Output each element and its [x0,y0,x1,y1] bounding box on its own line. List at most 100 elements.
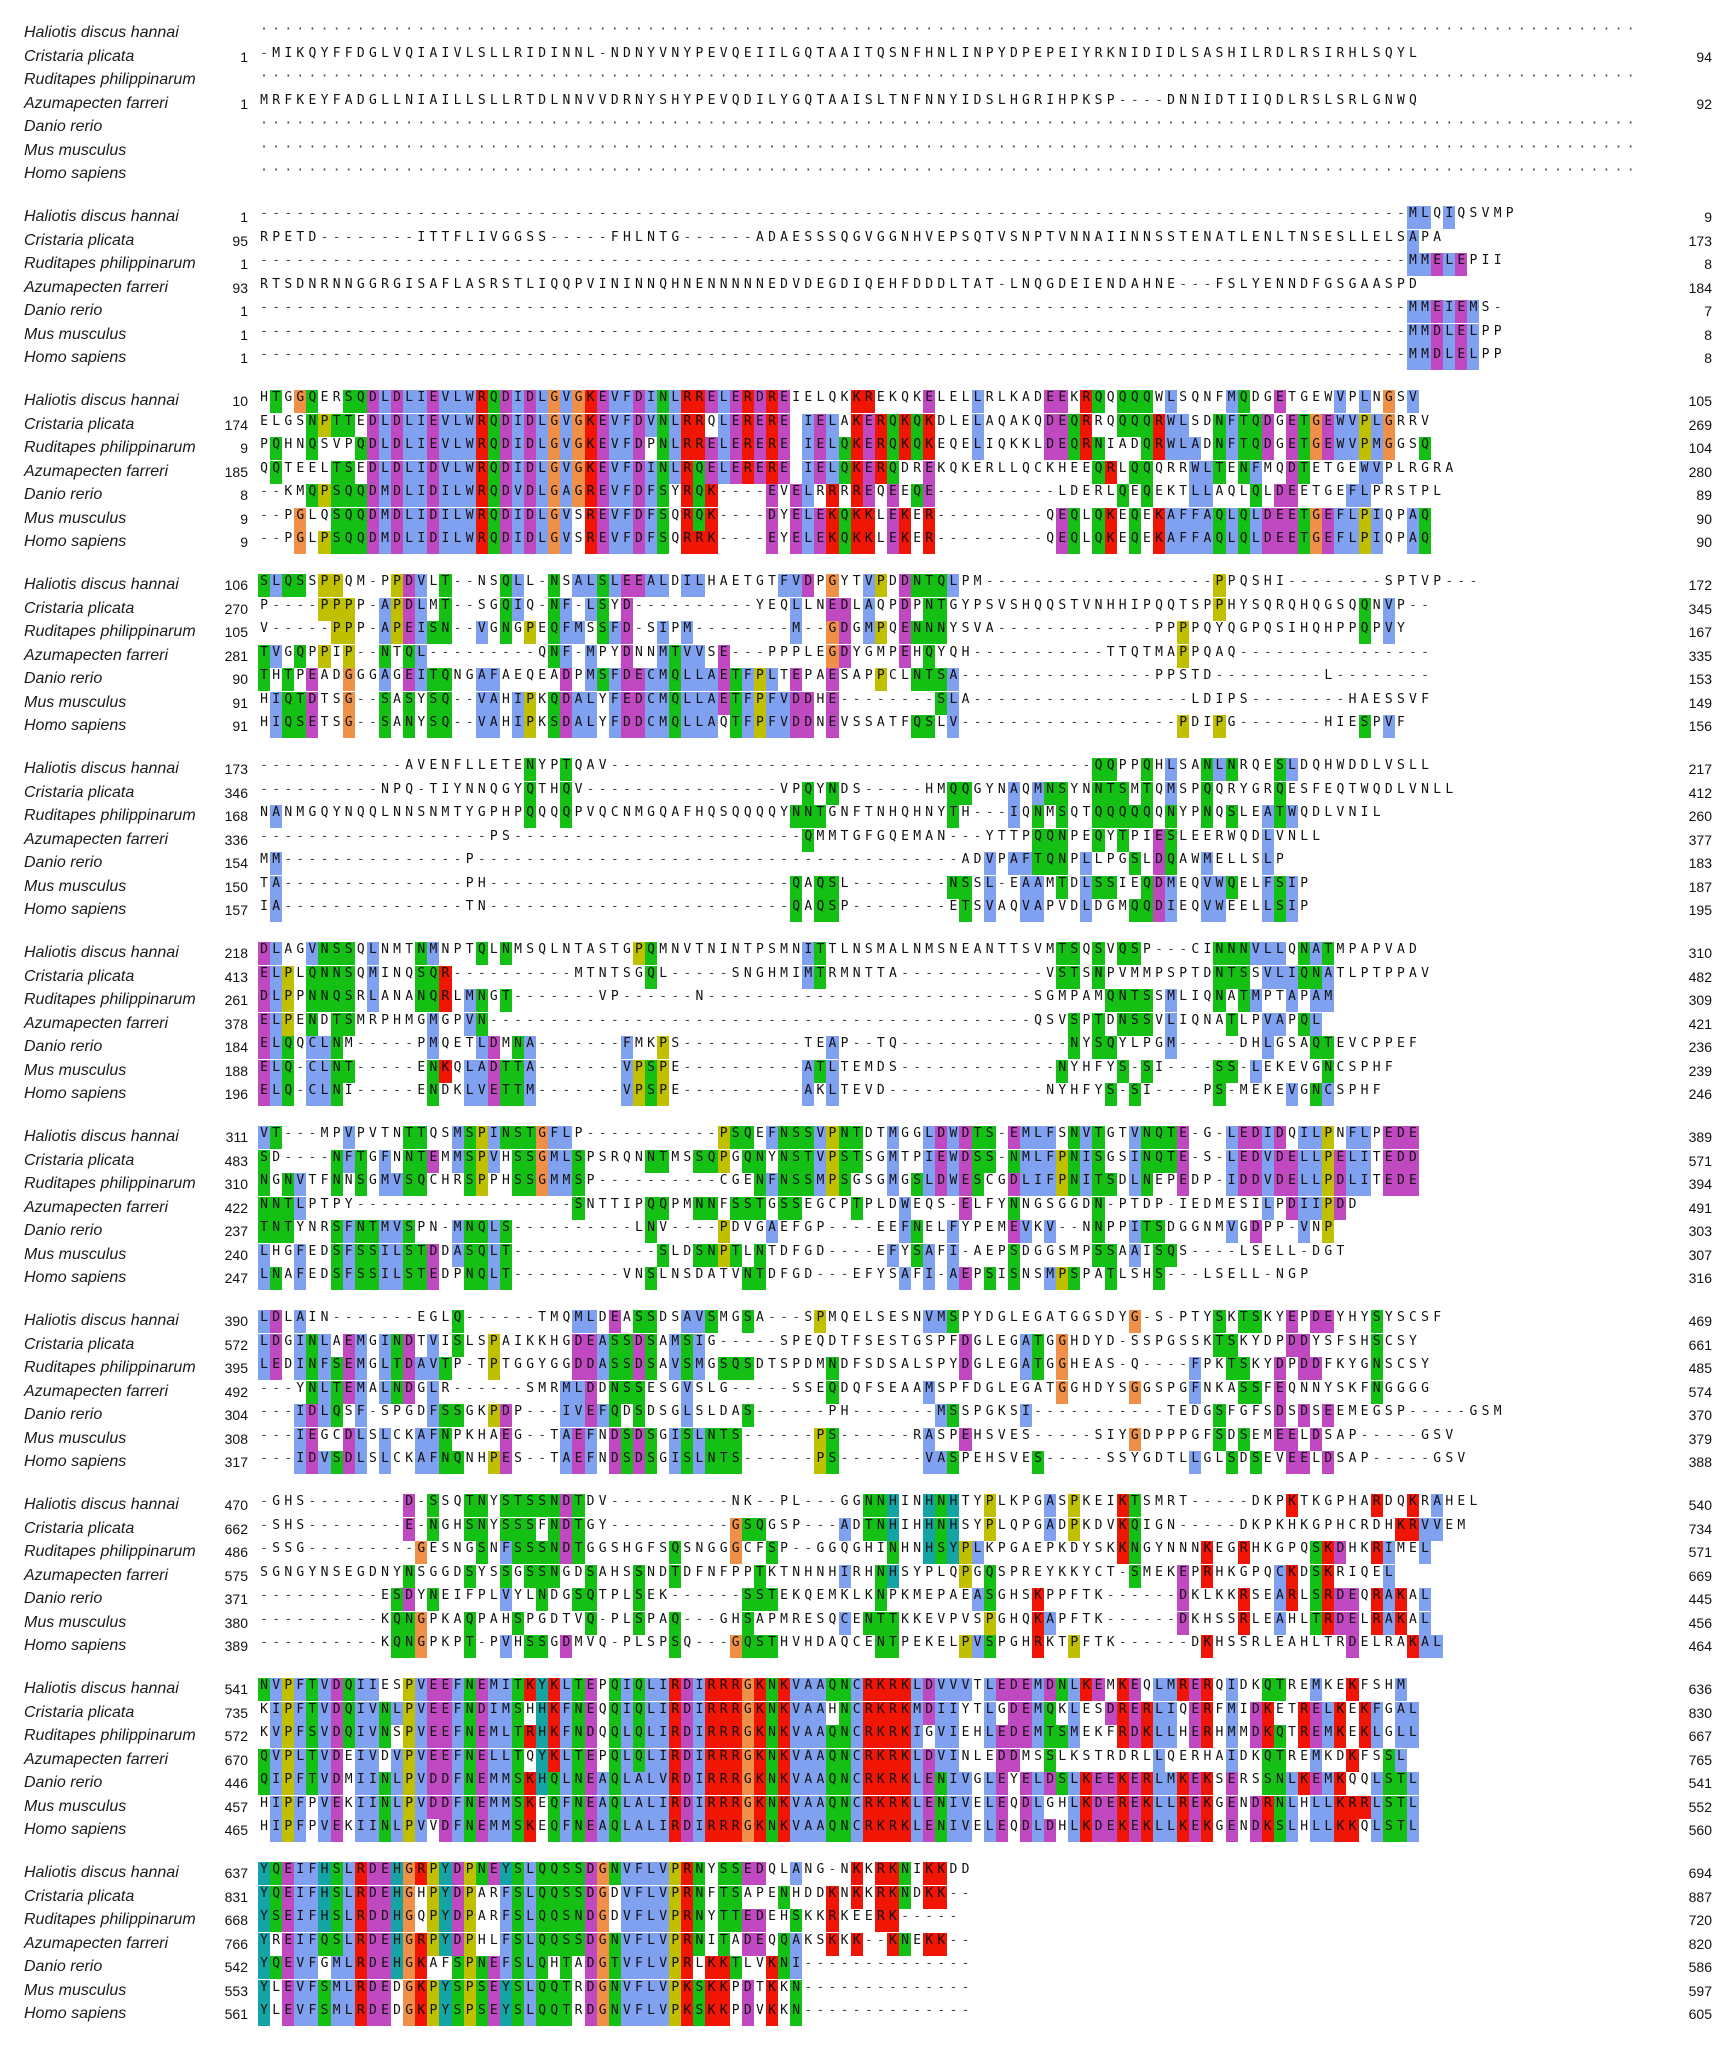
residue: - [683,965,692,981]
residue: V [586,805,595,820]
residue: S [659,92,668,108]
species-label: Cristaria plicata [24,599,135,617]
residue: F [937,1243,946,1259]
residue: · [925,22,934,37]
residue: S [1469,206,1478,221]
residue: - [937,531,946,546]
residue: L [463,1059,476,1083]
residue: L [923,1126,936,1149]
residue: M [463,989,476,1012]
residue: M [1406,300,1419,323]
residue: I [802,460,815,484]
residue: E [816,276,825,292]
residue: N [635,1267,643,1282]
residue: · [852,139,861,155]
residue: V [1384,942,1393,957]
end-position: 184 [1688,279,1712,296]
residue: · [1529,163,1538,178]
residue: - [356,229,365,245]
residue: L [1372,805,1381,820]
residue: M [1406,206,1419,229]
residue: R [1152,413,1166,437]
residue: G [826,644,839,668]
residue: E [862,437,875,460]
residue: P [1360,1059,1369,1075]
residue: Q [282,691,295,715]
residue: - [1251,347,1260,362]
residue: R [489,276,498,292]
residue: - [683,1173,692,1188]
residue: N [753,1243,766,1267]
residue: Q [1191,875,1200,891]
residue: D [1203,691,1212,707]
residue: · [1578,22,1587,37]
residue: E [1276,1083,1284,1098]
residue: M [1419,300,1432,323]
residue: - [852,758,861,773]
residue: Y [1396,621,1405,636]
residue: - [985,644,994,660]
residue: - [1288,715,1296,730]
residue: W [1334,437,1347,460]
residue: N [911,574,924,597]
residue: - [901,852,909,867]
residue: · [1384,22,1393,37]
residue: - [671,206,680,221]
residue: S [511,1126,525,1149]
residue: K [1022,413,1030,429]
start-position: 270 [224,600,248,617]
residue: A [465,276,474,292]
residue: G [864,644,873,660]
residue: E [258,1059,271,1083]
residue: N [1140,1149,1153,1173]
residue: E [403,668,416,691]
residue: L [1165,758,1178,781]
residue: - [707,229,716,245]
residue: G [572,413,585,437]
residue: - [260,206,268,221]
residue: - [296,253,305,268]
residue: D [427,531,440,554]
residue: - [1009,758,1018,773]
residue [790,461,802,484]
residue: - [308,1149,317,1165]
residue: · [1203,139,1212,155]
residue: L [378,460,392,484]
residue: E [1372,691,1381,707]
residue: G [1336,460,1345,476]
residue: · [1457,22,1466,37]
residue: I [477,229,486,245]
residue: - [985,206,994,221]
residue: - [526,1220,535,1235]
residue: W [463,390,476,413]
residue: N [743,276,752,292]
residue: S [499,1220,512,1243]
residue: R [1094,484,1103,499]
residue: - [381,758,389,773]
residue: - [538,253,547,268]
residue: · [659,139,668,155]
residue: Q [562,276,571,292]
residue: Q [1152,1149,1166,1173]
residue: N [1007,1196,1020,1220]
residue: - [792,1036,801,1051]
residue: Y [332,805,341,820]
residue: · [659,163,668,178]
residue: - [997,644,1006,660]
residue: - [296,597,305,613]
residue: · [1469,69,1478,84]
residue: - [598,1220,607,1235]
residue: - [1058,715,1067,730]
residue: P [550,758,559,773]
residue: I [622,276,631,292]
residue: N [393,1126,401,1141]
residue: N [657,437,670,460]
residue: L [659,965,668,981]
residue: S [1152,1220,1166,1243]
residue: - [622,323,631,339]
residue: I [511,460,525,484]
residue: V [1058,229,1067,245]
residue: - [465,644,474,660]
residue: · [296,139,305,155]
